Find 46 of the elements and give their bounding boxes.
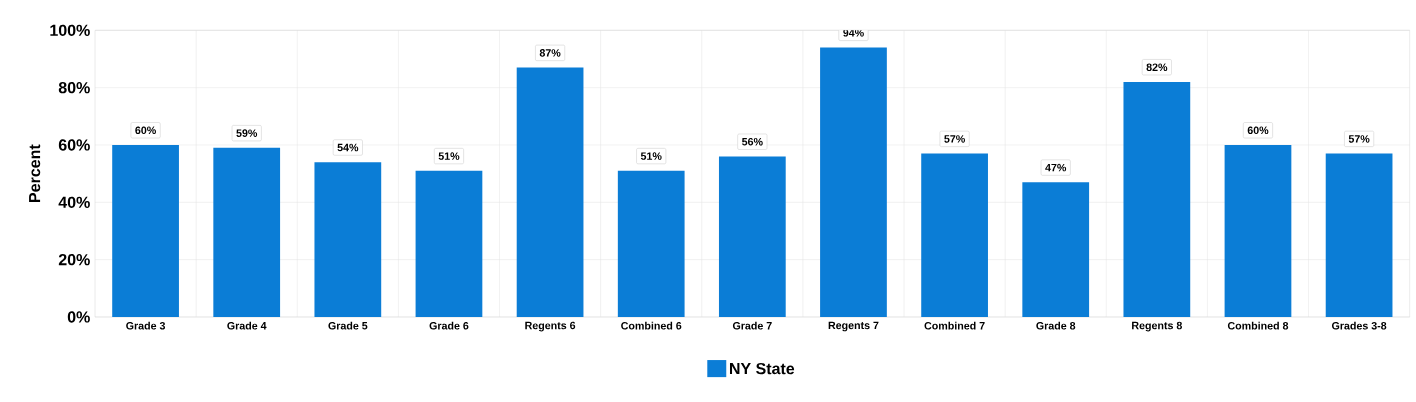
x-tick-label: Grade 8 bbox=[1036, 321, 1076, 330]
bar bbox=[1123, 81, 1191, 317]
x-tick-label: Regents 8 bbox=[1132, 321, 1182, 332]
bar bbox=[516, 67, 584, 317]
y-tick-label: 60% bbox=[58, 139, 90, 151]
bar bbox=[921, 153, 988, 317]
x-tick-label: Regents 6 bbox=[525, 321, 576, 332]
bar bbox=[718, 156, 786, 317]
data-label: 47% bbox=[1045, 163, 1067, 172]
data-label: 60% bbox=[135, 126, 156, 135]
bar bbox=[314, 162, 382, 317]
y-tick-label: 40% bbox=[58, 196, 90, 208]
y-axis-title: Percent bbox=[29, 144, 41, 202]
x-tick-label: Combined 6 bbox=[621, 321, 682, 330]
data-label: 51% bbox=[640, 152, 662, 160]
data-label: 51% bbox=[438, 152, 460, 160]
x-tick-label: Grade 5 bbox=[328, 321, 368, 330]
y-tick-label: 0% bbox=[67, 311, 90, 323]
data-label: 57% bbox=[1348, 135, 1370, 143]
x-tick-label: Grade 6 bbox=[429, 321, 469, 330]
x-tick-label: Combined 8 bbox=[1227, 321, 1289, 330]
data-label: 57% bbox=[944, 135, 965, 143]
bar bbox=[820, 47, 887, 317]
bar bbox=[1325, 153, 1393, 317]
data-label: 56% bbox=[742, 137, 763, 146]
bar bbox=[617, 170, 685, 317]
bar bbox=[112, 144, 179, 317]
bar bbox=[213, 147, 281, 317]
x-tick-label: Regents 7 bbox=[828, 321, 879, 332]
x-tick-label: Grade 3 bbox=[126, 321, 166, 330]
bar bbox=[415, 170, 483, 317]
legend-label: NY State bbox=[729, 362, 795, 375]
data-label: 60% bbox=[1247, 126, 1269, 135]
x-tick-label: Grades 3-8 bbox=[1331, 321, 1387, 330]
data-label: 59% bbox=[236, 129, 258, 137]
y-tick-label: 20% bbox=[58, 254, 90, 266]
bar bbox=[1224, 144, 1292, 317]
data-label: 87% bbox=[539, 49, 561, 57]
data-label: 82% bbox=[1146, 63, 1168, 71]
x-tick-label: Grade 7 bbox=[732, 321, 772, 330]
x-tick-label: Grade 4 bbox=[227, 321, 267, 330]
y-tick-label: 100% bbox=[50, 24, 90, 36]
data-label: 54% bbox=[337, 143, 359, 152]
x-tick-label: Combined 7 bbox=[924, 321, 985, 330]
bar bbox=[1022, 182, 1090, 317]
y-tick-label: 80% bbox=[58, 82, 90, 94]
